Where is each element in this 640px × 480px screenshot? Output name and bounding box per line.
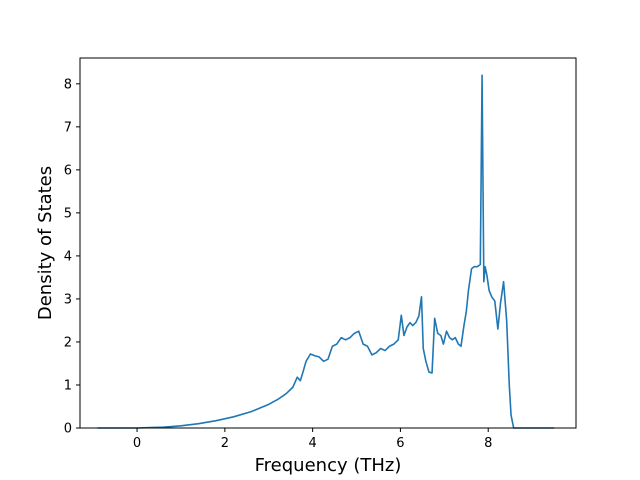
y-tick-label: 0	[64, 422, 72, 437]
x-tick-label: 6	[396, 436, 404, 451]
y-tick-label: 4	[64, 249, 72, 264]
y-axis-ticks: 0 1 2 3 4 5 6 7 8	[64, 77, 80, 437]
y-tick-label: 5	[64, 206, 72, 221]
x-axis-ticks: 0 2 4 6 8	[133, 428, 492, 451]
y-tick-label: 8	[64, 77, 72, 92]
y-tick-label: 7	[64, 120, 72, 135]
x-axis-label: Frequency (THz)	[255, 455, 402, 476]
y-axis-label: Density of States	[35, 166, 56, 320]
x-tick-label: 8	[484, 436, 492, 451]
y-tick-label: 3	[64, 292, 72, 307]
x-tick-label: 4	[308, 436, 316, 451]
x-tick-label: 0	[133, 436, 141, 451]
x-tick-label: 2	[221, 436, 229, 451]
y-tick-label: 2	[64, 335, 72, 350]
y-tick-label: 1	[64, 378, 72, 393]
plot-frame	[79, 57, 577, 429]
series-line	[97, 74, 555, 429]
y-tick-label: 6	[64, 163, 72, 178]
